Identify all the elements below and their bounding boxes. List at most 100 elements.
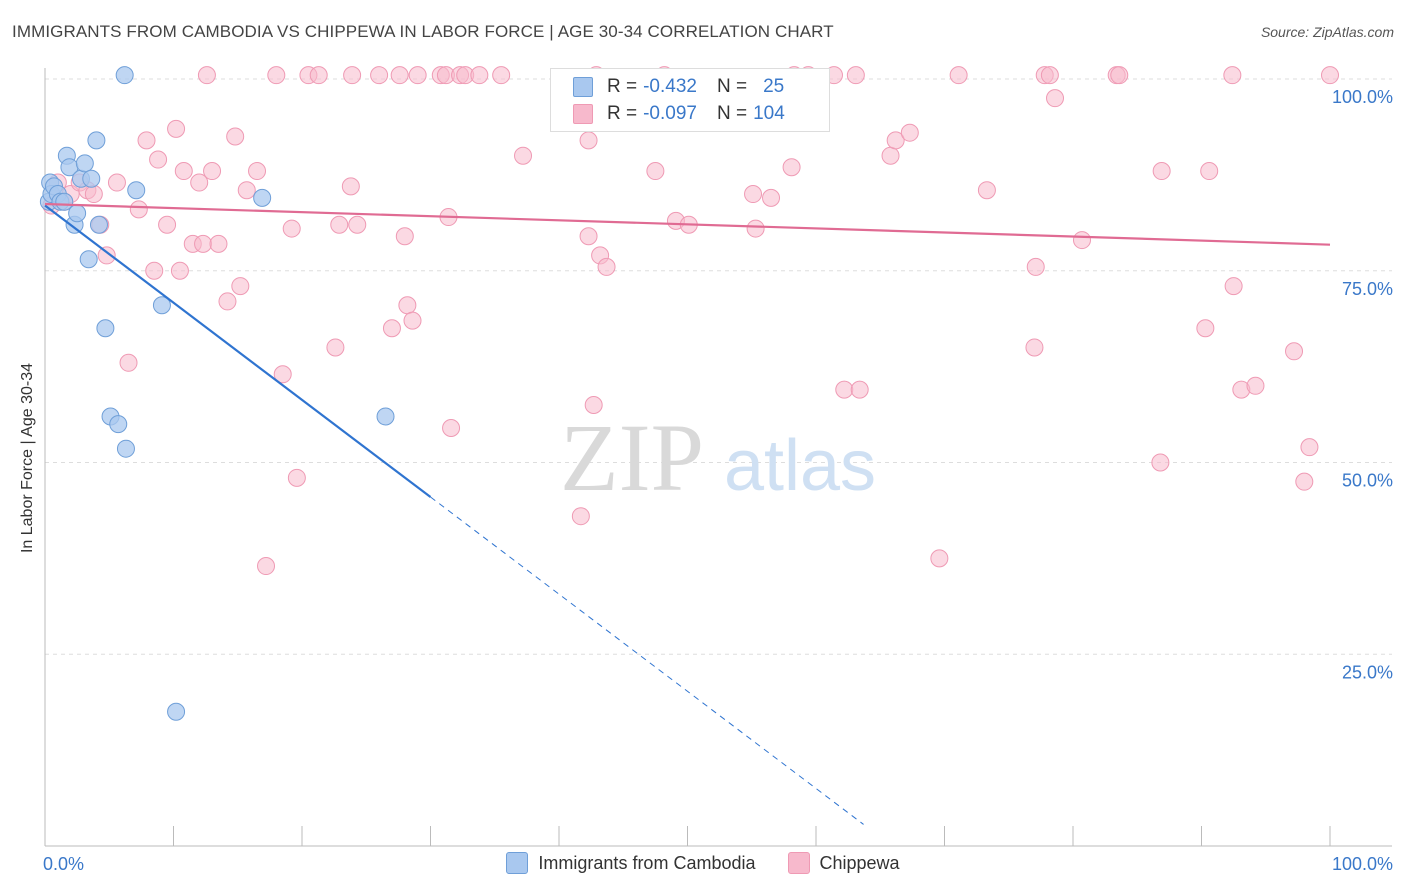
- legend-label-cambodia: Immigrants from Cambodia: [538, 852, 756, 873]
- chippewa-point: [382, 319, 401, 338]
- cambodia-points: [39, 66, 395, 721]
- chippewa-point: [977, 181, 996, 200]
- chippewa-point: [237, 181, 256, 200]
- axes: [44, 68, 1392, 847]
- cambodia-point: [96, 319, 115, 338]
- chippewa-point: [1151, 453, 1170, 472]
- chippewa-point: [167, 119, 186, 138]
- legend-row-cambodia: R = -0.432 N = 25: [573, 74, 784, 100]
- chippewa-point: [190, 173, 209, 192]
- chippewa-point: [145, 261, 164, 280]
- cambodia-point: [79, 250, 98, 269]
- chippewa-point: [930, 549, 949, 568]
- x-tick-label: 0.0%: [43, 854, 84, 874]
- chippewa-point: [442, 418, 461, 437]
- chippewa-point: [343, 66, 362, 85]
- legend-r-label: R =: [607, 103, 638, 124]
- chippewa-point: [1110, 66, 1129, 85]
- chippewa-point: [398, 296, 417, 315]
- chippewa-point: [248, 162, 267, 181]
- chippewa-point: [762, 188, 781, 207]
- chippewa-point: [226, 127, 245, 146]
- chippewa-point: [597, 257, 616, 276]
- chippewa-point: [330, 215, 349, 234]
- chippewa-point: [129, 200, 148, 219]
- cambodia-point: [87, 131, 106, 150]
- cambodia-point: [68, 204, 87, 223]
- chippewa-point: [395, 227, 414, 246]
- legend-n-label: N =: [716, 103, 748, 124]
- cambodia-point: [55, 192, 74, 211]
- legend-item-cambodia[interactable]: Immigrants from Cambodia: [506, 852, 756, 874]
- chippewa-point: [326, 338, 345, 357]
- chippewa-point: [1152, 162, 1171, 181]
- chippewa-point: [287, 468, 306, 487]
- chippewa-point: [309, 66, 328, 85]
- chippewa-point: [470, 66, 489, 85]
- chippewa-point: [949, 66, 968, 85]
- chippewa-point: [403, 311, 422, 330]
- chippewa-point: [84, 185, 103, 204]
- legend-item-chippewa[interactable]: Chippewa: [787, 852, 900, 874]
- grid-lines: [45, 78, 1392, 655]
- y-tick-label: 75.0%: [1342, 279, 1393, 299]
- chippewa-point: [1300, 438, 1319, 457]
- chippewa-point: [1321, 66, 1339, 85]
- chippewa-point: [1196, 319, 1215, 338]
- chippewa-point: [267, 66, 286, 85]
- chippewa-point: [646, 162, 665, 181]
- chippewa-point: [514, 146, 533, 165]
- chippewa-point: [1246, 376, 1265, 395]
- legend-row-chippewa: R = -0.097 N = 104: [573, 101, 785, 127]
- chippewa-point: [203, 162, 222, 181]
- tick-labels: 100.0% 75.0% 50.0% 25.0% 0.0% 100.0%: [43, 87, 1393, 874]
- chippewa-point: [782, 158, 801, 177]
- stats-legend: R = -0.432 N = 25 R = -0.097 N = 104: [550, 68, 830, 132]
- cambodia-point: [89, 215, 108, 234]
- legend-swatch-pink: [573, 104, 593, 124]
- chippewa-point: [170, 261, 189, 280]
- legend-r-value: -0.097: [643, 103, 697, 124]
- chippewa-point: [273, 365, 292, 384]
- chippewa-point: [209, 234, 228, 253]
- chippewa-trend-line: [44, 202, 1331, 246]
- chippewa-point: [850, 380, 869, 399]
- chippewa-point: [1295, 472, 1314, 491]
- chippewa-point: [149, 150, 168, 169]
- cambodia-trend-line: [44, 204, 432, 498]
- chippewa-point: [584, 395, 603, 414]
- chippewa-point: [579, 131, 598, 150]
- chippewa-point: [1072, 231, 1091, 250]
- watermark: ZIP atlas: [560, 404, 876, 511]
- chippewa-point: [886, 131, 905, 150]
- watermark-atlas: atlas: [724, 426, 876, 506]
- cambodia-point: [253, 188, 272, 207]
- cambodia-point: [127, 181, 146, 200]
- chippewa-point: [900, 123, 919, 142]
- chippewa-point: [341, 177, 360, 196]
- chippewa-point: [158, 215, 177, 234]
- chippewa-point: [579, 227, 598, 246]
- chippewa-point: [1046, 89, 1065, 108]
- cambodia-trend-extension: [430, 496, 864, 825]
- cambodia-point: [152, 296, 171, 315]
- chippewa-point: [197, 66, 216, 85]
- chippewa-point: [846, 66, 865, 85]
- legend-n-label: N =: [716, 76, 748, 97]
- watermark-zip: ZIP: [560, 404, 704, 511]
- chippewa-point: [1224, 277, 1243, 296]
- chippewa-point: [257, 557, 276, 576]
- legend-swatch-chippewa: [787, 852, 810, 874]
- y-tick-label: 50.0%: [1342, 471, 1393, 491]
- y-tick-label: 25.0%: [1342, 662, 1393, 682]
- legend-r-value: -0.432: [643, 76, 697, 97]
- chippewa-point: [744, 185, 763, 204]
- legend-r-label: R =: [607, 76, 638, 97]
- chippewa-point: [881, 146, 900, 165]
- chippewa-point: [348, 215, 367, 234]
- chippewa-point: [119, 353, 138, 372]
- chippewa-point: [174, 162, 193, 181]
- chippewa-point: [408, 66, 427, 85]
- cambodia-point: [376, 407, 395, 426]
